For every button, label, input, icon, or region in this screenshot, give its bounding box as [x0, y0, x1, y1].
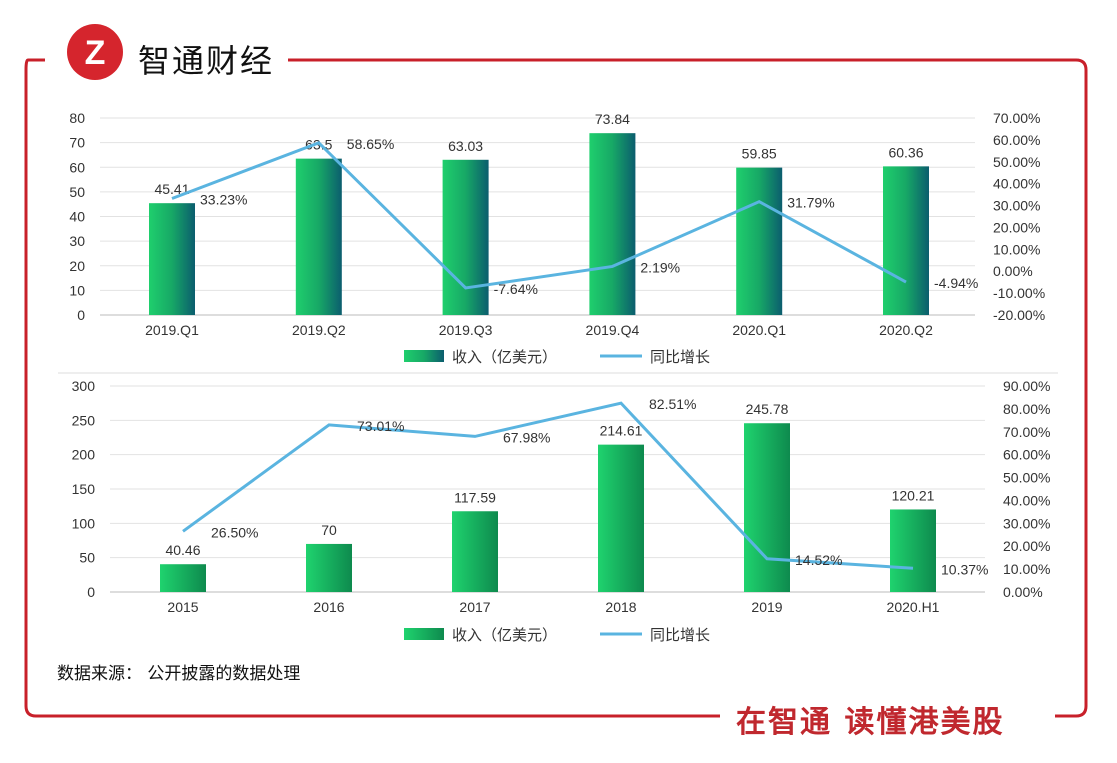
x-tick-label: 2020.Q1	[732, 322, 786, 338]
y2-tick-label: 0.00%	[1003, 584, 1043, 600]
x-tick-label: 2018	[605, 599, 636, 615]
y2-tick-label: 40.00%	[993, 176, 1040, 192]
source-note: 数据来源： 公开披露的数据处理	[57, 664, 301, 684]
line-label: 33.23%	[200, 191, 247, 207]
y2-tick-label: 10.00%	[1003, 561, 1050, 577]
logo-letter: Z	[85, 34, 106, 72]
x-tick-label: 2019	[751, 599, 782, 615]
bar	[736, 167, 783, 315]
bar	[160, 564, 206, 592]
y2-tick-label: 80.00%	[1003, 401, 1050, 417]
bar-label: 45.41	[154, 181, 189, 197]
legend-bar-swatch	[404, 628, 444, 640]
x-tick-label: 2017	[459, 599, 490, 615]
y2-tick-label: 90.00%	[1003, 378, 1050, 394]
bar-label: 73.84	[595, 111, 630, 127]
bar-label: 245.78	[746, 401, 789, 417]
y-tick-label: 30	[69, 233, 85, 249]
y-tick-label: 40	[69, 209, 85, 225]
y2-tick-label: 60.00%	[1003, 447, 1050, 463]
y2-tick-label: 40.00%	[1003, 492, 1050, 508]
y-tick-label: 100	[72, 515, 96, 531]
bar-label: 214.61	[600, 423, 643, 439]
line-label: 2.19%	[640, 259, 680, 275]
y2-tick-label: -20.00%	[993, 307, 1045, 323]
legend-line-label: 同比增长	[650, 349, 710, 366]
legend-bar-swatch	[404, 350, 444, 362]
y2-tick-label: 30.00%	[1003, 515, 1050, 531]
line-label: -4.94%	[934, 275, 978, 291]
y2-tick-label: 20.00%	[1003, 538, 1050, 554]
line-label: 82.51%	[649, 396, 696, 412]
slogan: 在智通 读懂港美股	[730, 697, 1011, 741]
bar-label: 70	[321, 522, 337, 538]
line-label: 14.52%	[795, 552, 842, 568]
line-label: 58.65%	[347, 136, 394, 152]
legend-line-label: 同比增长	[650, 627, 710, 644]
x-tick-label: 2020.H1	[887, 599, 940, 615]
line-label: 10.37%	[941, 561, 988, 577]
bar	[452, 511, 498, 592]
y2-tick-label: 20.00%	[993, 219, 1040, 235]
y-tick-label: 0	[77, 307, 85, 323]
y-tick-label: 60	[69, 159, 85, 175]
line-label: 31.79%	[787, 195, 834, 211]
growth-line	[182, 401, 914, 570]
line-label: -7.64%	[494, 281, 538, 297]
y-tick-label: 250	[72, 412, 96, 428]
bar	[890, 509, 936, 592]
growth-line	[171, 141, 907, 290]
bar	[149, 203, 195, 315]
bar-label: 40.46	[165, 542, 200, 558]
x-tick-label: 2020.Q2	[879, 322, 933, 338]
bar	[883, 166, 929, 315]
bar	[295, 158, 342, 315]
x-tick-label: 2019.Q2	[292, 322, 346, 338]
line-label: 67.98%	[503, 429, 550, 445]
bar	[744, 423, 790, 592]
y2-tick-label: 10.00%	[993, 241, 1040, 257]
y-tick-label: 10	[69, 282, 85, 298]
logo-icon	[67, 24, 123, 80]
y-tick-label: 50	[79, 550, 95, 566]
y-tick-label: 300	[72, 378, 96, 394]
bar	[306, 543, 352, 592]
bar-label: 63.03	[448, 138, 483, 154]
bar-label: 60.36	[888, 144, 923, 160]
y2-tick-label: 70.00%	[993, 110, 1040, 126]
x-tick-label: 2019.Q1	[145, 322, 199, 338]
y-tick-label: 80	[69, 110, 85, 126]
brand-name: 智通财经	[138, 42, 275, 80]
y2-tick-label: 60.00%	[993, 132, 1040, 148]
y-tick-label: 150	[72, 481, 96, 497]
legend-bar-label: 收入（亿美元）	[452, 627, 557, 644]
bar	[598, 444, 644, 592]
bar-label: 59.85	[742, 146, 777, 162]
bar	[589, 133, 636, 315]
frame-border	[24, 58, 1088, 718]
line-label: 73.01%	[357, 418, 404, 434]
y2-tick-label: 0.00%	[993, 263, 1033, 279]
legend-bar-label: 收入（亿美元）	[452, 349, 557, 366]
x-tick-label: 2016	[313, 599, 344, 615]
y2-tick-label: 70.00%	[1003, 424, 1050, 440]
x-tick-label: 2019.Q4	[586, 322, 640, 338]
y2-tick-label: 50.00%	[993, 154, 1040, 170]
y-tick-label: 0	[87, 584, 95, 600]
x-tick-label: 2019.Q3	[439, 322, 493, 338]
bar	[442, 159, 489, 315]
bar-label: 117.59	[454, 489, 496, 505]
y-tick-label: 50	[69, 184, 85, 200]
y2-tick-label: 30.00%	[993, 198, 1040, 214]
y2-tick-label: 50.00%	[1003, 470, 1050, 486]
x-tick-label: 2015	[167, 599, 198, 615]
y-tick-label: 200	[72, 447, 96, 463]
line-label: 26.50%	[211, 524, 258, 540]
y2-tick-label: -10.00%	[993, 285, 1045, 301]
bar-label: 120.21	[892, 487, 935, 503]
y-tick-label: 70	[69, 135, 85, 151]
y-tick-label: 20	[69, 258, 85, 274]
